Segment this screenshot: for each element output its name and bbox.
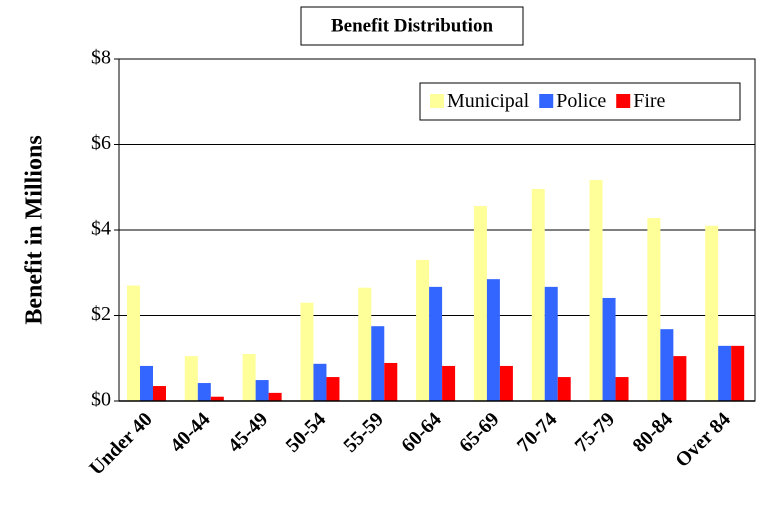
y-tick-label: $2 [91, 303, 111, 325]
legend-label: Fire [633, 90, 665, 112]
y-tick-label: $6 [91, 132, 111, 154]
title-box [300, 6, 524, 46]
bar [153, 386, 166, 401]
x-tick-label: Over 84 [671, 408, 735, 472]
bar [718, 345, 732, 401]
bar [602, 297, 616, 401]
bar [255, 380, 269, 401]
bar [731, 345, 745, 401]
legend-label: Municipal [447, 90, 530, 112]
bar [140, 365, 153, 401]
bar [416, 259, 430, 401]
x-tick-label: 45-49 [224, 408, 273, 457]
bar [442, 365, 456, 401]
legend-swatch [616, 94, 631, 108]
legend-swatch [430, 94, 444, 108]
bar [615, 377, 629, 401]
bar [371, 326, 385, 401]
x-tick-label: 50-54 [282, 408, 331, 457]
bar [184, 356, 198, 401]
bar [429, 286, 443, 401]
x-tick-label: 75-79 [571, 408, 620, 457]
y-tick-label: $8 [91, 47, 111, 69]
bar [358, 287, 372, 401]
x-tick-label: 80-84 [628, 408, 677, 457]
bar [473, 206, 487, 401]
bar [544, 286, 558, 401]
y-axis-label: Benefit in Millions [22, 135, 48, 324]
bar [589, 179, 603, 401]
x-tick-label: 55-59 [339, 408, 388, 457]
y-tick-label: $0 [91, 389, 111, 411]
bar [242, 353, 256, 401]
bar [300, 302, 314, 401]
x-tick-label: 60-64 [397, 408, 446, 457]
bar [660, 329, 674, 401]
bar [210, 396, 224, 401]
bar [127, 285, 140, 401]
bar [313, 363, 327, 401]
x-tick-label: Under 40 [85, 408, 156, 479]
legend: Municipal Police Fire [430, 90, 666, 112]
bar [326, 377, 340, 401]
legend-swatch [539, 94, 554, 108]
legend-box [419, 82, 741, 121]
bar [384, 362, 398, 401]
bar [268, 392, 282, 401]
legend-label: Police [556, 90, 606, 112]
x-tick-label: 40-44 [166, 408, 215, 457]
bar [531, 188, 545, 401]
bar [499, 365, 513, 401]
chart-title: Benefit Distribution [331, 15, 493, 36]
y-tick-label: $4 [91, 218, 111, 240]
bar [673, 356, 687, 401]
bar [197, 383, 211, 401]
bar [557, 377, 571, 401]
bar [486, 279, 500, 401]
x-tick-label: 70-74 [513, 408, 562, 457]
x-tick-label: 65-69 [455, 408, 504, 457]
bar [647, 218, 661, 401]
bar [705, 225, 719, 401]
